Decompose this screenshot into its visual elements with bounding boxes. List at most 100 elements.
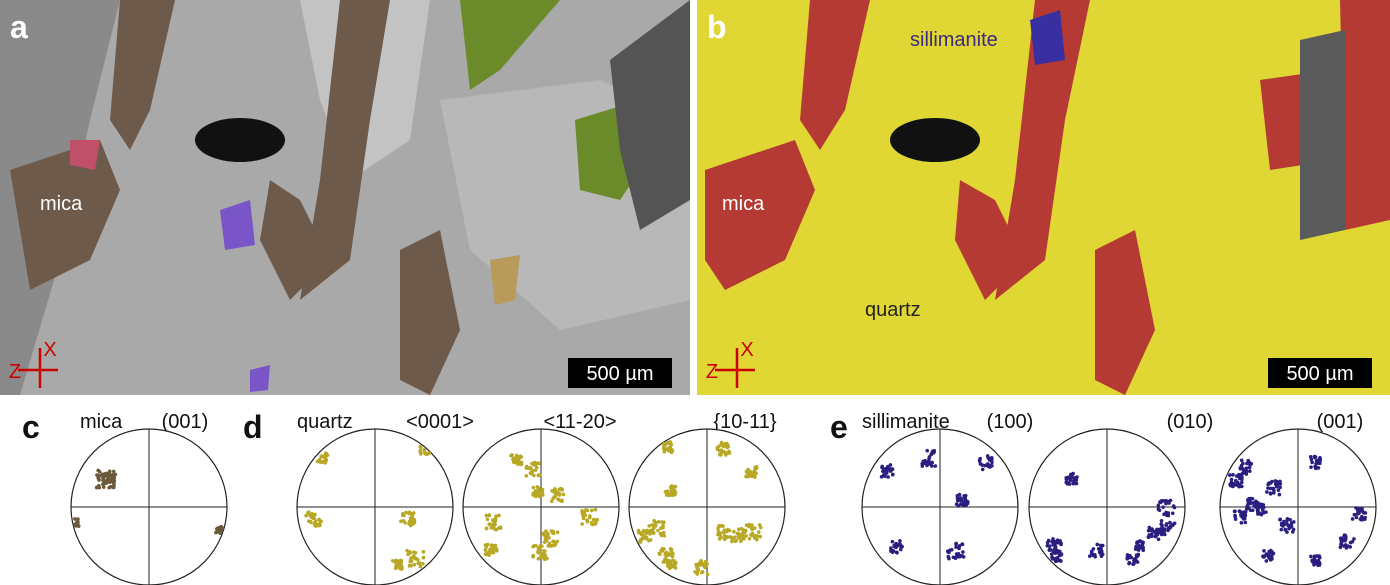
scale-bar-label: 500 µm — [1286, 363, 1353, 385]
pole-point — [961, 503, 965, 507]
pole-point — [987, 456, 991, 460]
pole-point — [1067, 475, 1071, 479]
pole-point — [759, 526, 763, 530]
pole-point — [402, 514, 406, 518]
pole-point — [934, 464, 938, 468]
pole-point — [412, 563, 416, 567]
pole-point — [1068, 482, 1072, 486]
pole-point — [492, 519, 496, 523]
pole-point — [1131, 562, 1135, 566]
pole-point — [493, 527, 497, 531]
pole-point — [1075, 475, 1079, 479]
pole-point — [540, 545, 544, 549]
pole-point — [954, 556, 958, 560]
pole-point — [1344, 543, 1348, 547]
pole-point — [1160, 524, 1164, 528]
pole-point — [1049, 548, 1053, 552]
pole-point — [1059, 543, 1063, 547]
pole-point — [399, 559, 403, 563]
pole-point — [422, 550, 426, 554]
pole-point — [1147, 536, 1151, 540]
pole-point — [981, 463, 985, 467]
pole-point — [1070, 476, 1074, 480]
panel-label: e — [830, 409, 848, 445]
projection-label: (010) — [1167, 411, 1214, 433]
pole-point — [925, 464, 929, 468]
pole-point — [1245, 470, 1249, 474]
pole-point — [1315, 554, 1319, 558]
pole-point — [584, 508, 588, 512]
pole-point — [718, 537, 722, 541]
pole-point — [730, 540, 734, 544]
pole-point — [1092, 553, 1096, 557]
pole-point — [426, 452, 430, 456]
axis-label: Z — [706, 361, 718, 383]
pole-point — [405, 549, 409, 553]
pole-point — [737, 532, 741, 536]
pole-point — [313, 521, 317, 525]
pole-point — [671, 449, 675, 453]
pole-point — [1148, 526, 1152, 530]
pole-point — [1269, 487, 1273, 491]
pole-point — [488, 514, 492, 518]
pole-point — [664, 490, 668, 494]
pole-point — [1310, 458, 1314, 462]
pole-point — [1136, 553, 1140, 557]
pole-point — [880, 466, 884, 470]
pole-point — [650, 523, 654, 527]
pole-point — [723, 528, 727, 532]
pole-point — [1309, 465, 1313, 469]
pole-point — [310, 516, 314, 520]
pole-point — [407, 512, 411, 516]
pole-point — [418, 561, 422, 565]
pole-point — [891, 540, 895, 544]
projection-label: (001) — [1317, 411, 1364, 433]
pole-point — [754, 534, 758, 538]
pole-point — [550, 499, 554, 503]
pole-point — [1132, 559, 1136, 563]
pole-point — [666, 563, 670, 567]
pole-point — [484, 552, 488, 556]
panel-label: b — [707, 9, 727, 45]
mica-grain — [1340, 0, 1390, 230]
pole-point — [1270, 551, 1274, 555]
pole-point — [1158, 508, 1162, 512]
pole-point — [1153, 530, 1157, 534]
pole-point — [562, 493, 566, 497]
pole-point — [966, 502, 970, 506]
pole-point — [892, 549, 896, 553]
scale-bar-label: 500 µm — [586, 363, 653, 385]
pole-point — [1048, 544, 1052, 548]
pole-point — [410, 559, 414, 563]
hole — [890, 118, 980, 162]
pole-point — [1157, 537, 1161, 541]
pole-point — [668, 441, 672, 445]
pole-point — [899, 548, 903, 552]
pole-point — [556, 498, 560, 502]
pole-point — [1054, 540, 1058, 544]
pole-point — [673, 562, 677, 566]
mineral-label: quartz — [297, 411, 353, 433]
pole-point — [1287, 527, 1291, 531]
pole-point — [1240, 459, 1244, 463]
pole-point — [391, 559, 395, 563]
pole-point — [706, 573, 710, 577]
pole-point — [1127, 562, 1131, 566]
pole-point — [1344, 537, 1348, 541]
pole-point — [1051, 543, 1055, 547]
pole-point — [645, 529, 649, 533]
pole-point — [1164, 523, 1168, 527]
pole-point — [899, 544, 903, 548]
pole-point — [394, 566, 398, 570]
axis-label: X — [43, 339, 56, 361]
pole-point — [411, 517, 415, 521]
pole-point — [1248, 469, 1252, 473]
pole-point — [323, 461, 327, 465]
pole-point — [511, 458, 515, 462]
pole-point — [1099, 544, 1103, 548]
pole-point — [1165, 514, 1169, 518]
pole-point — [310, 512, 314, 516]
pole-point — [883, 474, 887, 478]
pole-point — [553, 495, 557, 499]
pole-point — [77, 524, 81, 528]
